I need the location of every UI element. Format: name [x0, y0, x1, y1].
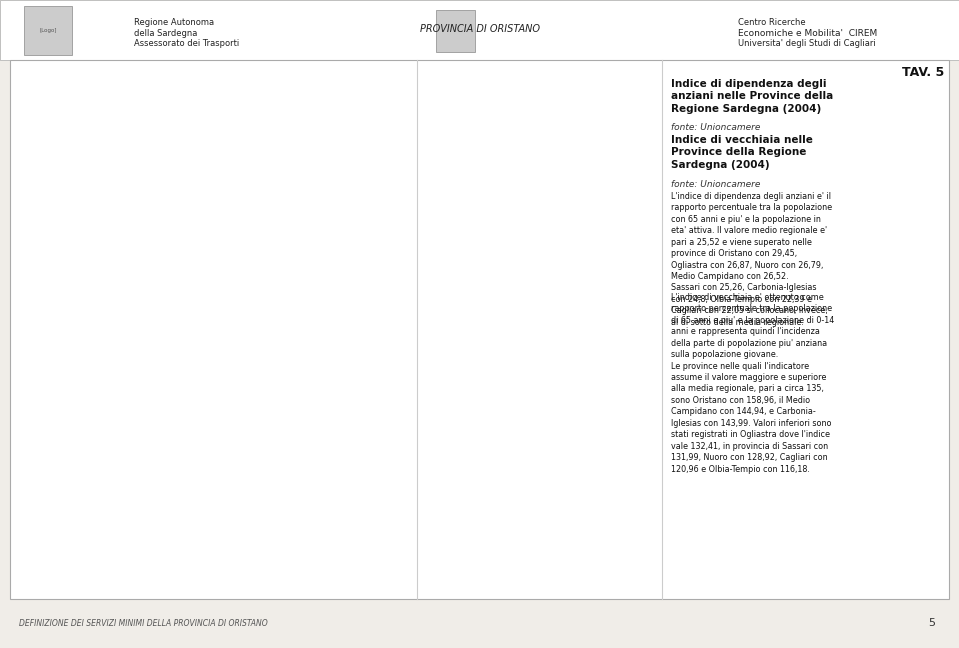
Polygon shape [46, 435, 118, 529]
Text: 22,1 - 23,6: 22,1 - 23,6 [277, 498, 316, 504]
Text: IG: IG [469, 509, 479, 518]
Text: Indice dipendenza anziani: Indice dipendenza anziani [233, 480, 334, 489]
Text: Assessorato dei Trasporti: Assessorato dei Trasporti [134, 39, 240, 48]
Bar [233, 514, 269, 526]
Text: CA: CA [552, 472, 564, 481]
Text: SS: SS [121, 229, 131, 238]
Text: fonte: Unioncamere: fonte: Unioncamere [671, 180, 760, 189]
Text: MC: MC [167, 409, 180, 418]
Polygon shape [526, 155, 634, 345]
Polygon shape [441, 435, 483, 529]
Polygon shape [190, 155, 372, 345]
Text: Indice di dipendenza degli
anziani nelle Province della
Regione Sardegna (2004): Indice di dipendenza degli anziani nelle… [671, 79, 833, 114]
Polygon shape [246, 313, 340, 424]
Polygon shape [102, 403, 316, 540]
Text: 142,0 - 150,4: 142,0 - 150,4 [577, 555, 625, 561]
Text: della Sardegna: della Sardegna [134, 29, 198, 38]
Bar [222, 450, 405, 588]
Text: L'indice di vecchiaia e' ottenuto come
rapporto percentuale tra la popolazione
d: L'indice di vecchiaia e' ottenuto come r… [671, 293, 834, 474]
Bar [551, 514, 573, 526]
Text: 150,5 - 159,0: 150,5 - 159,0 [577, 574, 625, 580]
Text: MC: MC [509, 409, 523, 418]
Polygon shape [558, 313, 615, 424]
Text: 25,2 - 26,5: 25,2 - 26,5 [277, 536, 316, 542]
Text: 28,1 - 29,5: 28,1 - 29,5 [277, 574, 316, 580]
Text: 124,9 - 133,3: 124,9 - 133,3 [577, 517, 625, 523]
Polygon shape [450, 224, 539, 366]
Polygon shape [46, 65, 213, 244]
Polygon shape [194, 65, 388, 224]
Text: 133,4 - 141,9: 133,4 - 141,9 [577, 536, 625, 542]
Text: OG: OG [575, 367, 588, 376]
Text: OL: OL [562, 176, 573, 185]
Text: 23,7 - 25,1: 23,7 - 25,1 [277, 517, 316, 523]
Text: [Logo]: [Logo] [39, 28, 57, 33]
Text: OL: OL [255, 176, 267, 185]
Text: IG: IG [98, 509, 106, 518]
Polygon shape [479, 276, 558, 440]
Text: NU: NU [561, 282, 573, 291]
Polygon shape [441, 65, 539, 244]
Polygon shape [527, 65, 643, 224]
Text: Legenda: Legenda [292, 460, 335, 469]
Text: Economiche e Mobilita'  CIREM: Economiche e Mobilita' CIREM [738, 29, 877, 38]
Polygon shape [474, 403, 600, 540]
Polygon shape [110, 276, 246, 440]
Text: Indice di vecchiaia nelle
Province della Regione
Sardegna (2004): Indice di vecchiaia nelle Province della… [671, 135, 813, 170]
Bar [233, 551, 269, 564]
Bar [233, 494, 269, 507]
Bar [544, 450, 652, 588]
Bar [233, 533, 269, 546]
Text: Centro Ricerche: Centro Ricerche [738, 18, 807, 27]
Text: SS: SS [482, 229, 493, 238]
Bar [551, 571, 573, 583]
Text: OG: OG [278, 367, 292, 376]
Text: CA: CA [240, 472, 251, 481]
Text: Regione Autonoma: Regione Autonoma [134, 18, 215, 27]
Text: 116,2 - 124,8: 116,2 - 124,8 [577, 498, 625, 504]
Bar [551, 533, 573, 546]
Text: OR: OR [493, 325, 505, 333]
Text: fonte: Unioncamere: fonte: Unioncamere [671, 123, 760, 132]
Text: 5: 5 [928, 618, 935, 629]
Text: PROVINCIA DI ORISTANO: PROVINCIA DI ORISTANO [419, 23, 540, 34]
Bar [551, 494, 573, 507]
Polygon shape [62, 224, 213, 366]
Text: NU: NU [255, 282, 268, 291]
Bar [551, 551, 573, 564]
Text: 26,6 - 28,0: 26,6 - 28,0 [277, 555, 316, 561]
Text: OR: OR [139, 325, 152, 333]
Text: Indice vecchiaia: Indice vecchiaia [551, 480, 613, 489]
Text: Universita' degli Studi di Cagliari: Universita' degli Studi di Cagliari [738, 39, 877, 48]
Bar [233, 571, 269, 583]
Text: L'indice di dipendenza degli anziani e' il
rapporto percentuale tra la popolazio: L'indice di dipendenza degli anziani e' … [671, 192, 832, 327]
Text: TAV. 5: TAV. 5 [902, 66, 945, 79]
Text: Legenda: Legenda [576, 460, 620, 469]
Text: DEFINIZIONE DEI SERVIZI MINIMI DELLA PROVINCIA DI ORISTANO: DEFINIZIONE DEI SERVIZI MINIMI DELLA PRO… [19, 619, 268, 628]
